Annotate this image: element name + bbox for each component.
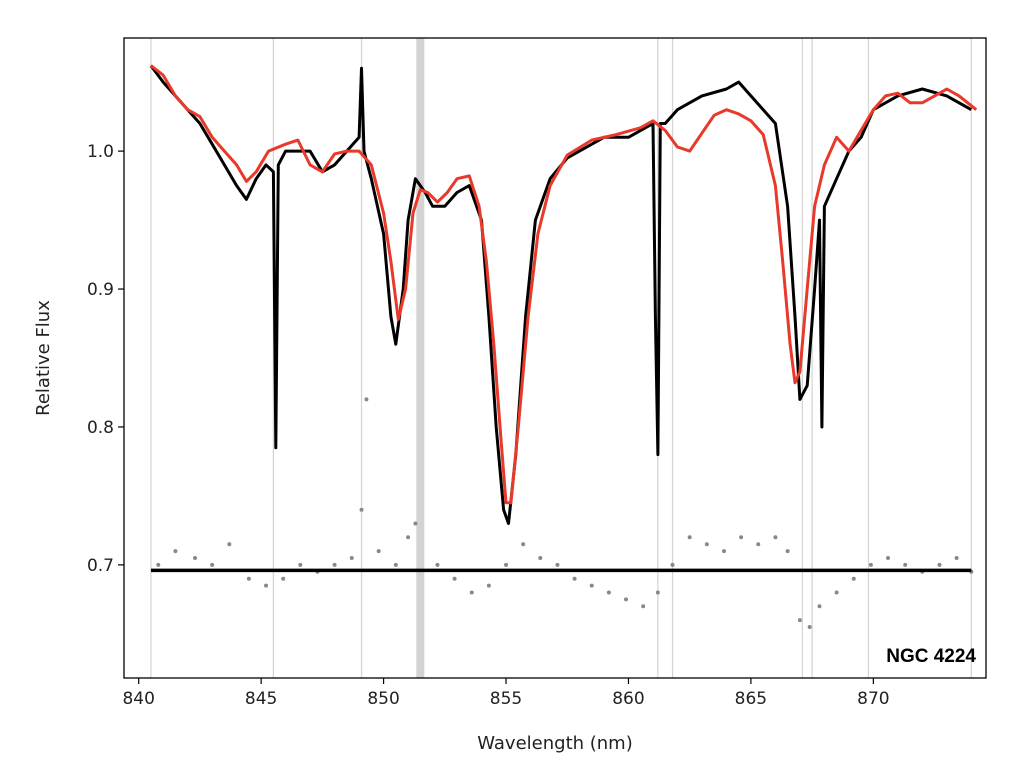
observed-spectrum-path [149,64,973,525]
residual-point [572,576,577,581]
residual-point [868,562,873,567]
residual-point [281,576,286,581]
model-fit-path [149,64,978,505]
model-fit-line [149,64,978,505]
residual-point [538,556,543,560]
residual-point [589,583,594,588]
residual-point [393,562,398,567]
residual-point [364,397,369,402]
x-tick-label: 860 [612,689,644,709]
x-axis-label: Wavelength (nm) [477,733,633,754]
residual-point [797,618,802,623]
residual-point [687,535,692,540]
residual-point [332,562,337,567]
residual-point [246,576,251,581]
residual-point [670,562,675,567]
residual-point [807,624,812,629]
residual-point [937,562,942,567]
residual-point [298,562,303,567]
residual-point [834,590,839,595]
residual-point [641,604,646,609]
x-tick-label: 850 [367,689,399,709]
residual-point [903,562,908,567]
x-tick-label: 865 [735,689,767,709]
residual-point [655,590,660,595]
residual-point [739,535,744,540]
residual-point [193,556,198,560]
residual-point [521,542,526,547]
x-tick-label: 870 [857,689,889,709]
y-tick-label: 0.9 [87,280,114,300]
residual-point [851,576,856,581]
y-tick-label: 0.7 [87,556,114,576]
residual-point [227,542,232,547]
residual-point [156,562,161,567]
residual-points [156,397,974,629]
residual-point [452,576,457,581]
residual-point [624,597,629,602]
observed-spectrum-line [149,64,973,525]
y-axis-label: Relative Flux [33,300,54,416]
residual-point [413,521,418,526]
y-tick-label: 0.8 [87,418,114,438]
galaxy-name-annotation: NGC 4224 [886,646,976,667]
residual-point [886,556,891,560]
residual-point [210,562,215,567]
x-axis-ticks: 840 845 850 855 860 865 870 [122,678,890,709]
residual-point [721,549,726,554]
plot-frame [123,37,987,679]
residual-point [773,535,778,540]
residual-point [264,583,269,588]
residual-point [704,542,709,547]
y-tick-label: 1.0 [87,142,114,162]
x-tick-label: 855 [490,689,522,709]
y-axis-ticks: 0.7 0.8 0.9 1.0 [87,142,124,576]
residual-point [606,590,611,595]
residual-point [555,562,560,567]
residual-point [349,556,354,560]
x-tick-label: 845 [245,689,277,709]
residual-point [817,604,822,609]
x-tick-label: 840 [122,689,154,709]
residual-point [359,507,364,512]
residual-point [756,542,761,547]
residual-point [785,549,790,554]
residual-point [486,583,491,588]
residual-point [504,562,509,567]
residual-point [173,549,178,554]
residual-point [406,535,411,540]
residual-point [954,556,959,560]
residual-point [469,590,474,595]
residual-point [376,549,381,554]
residual-point [435,562,440,567]
